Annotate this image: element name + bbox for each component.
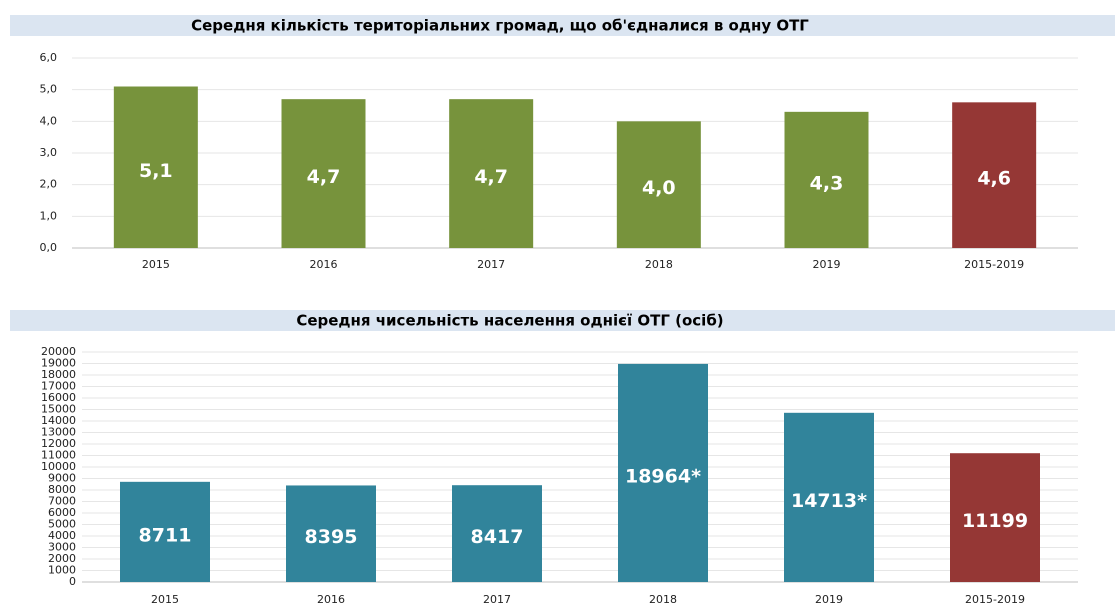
bar	[281, 99, 366, 249]
y-tick-label: 17000	[41, 380, 76, 393]
y-tick-label: 3,0	[40, 146, 58, 159]
bar	[616, 121, 701, 248]
y-tick-label: 9000	[48, 472, 76, 485]
data-label: 8417	[471, 526, 524, 548]
x-tick-label: 2019	[813, 258, 841, 271]
bar	[784, 111, 869, 248]
data-label: 8395	[305, 526, 358, 548]
y-tick-label: 6000	[48, 506, 76, 519]
data-label: 4,3	[810, 172, 844, 194]
x-tick-label: 2017	[483, 593, 511, 606]
bar	[950, 453, 1040, 582]
x-tick-label: 2015	[151, 593, 179, 606]
x-tick-label: 2018	[645, 258, 673, 271]
y-tick-label: 6,0	[40, 51, 58, 64]
y-tick-label: 10000	[41, 460, 76, 473]
y-tick-label: 3000	[48, 541, 76, 554]
title-band	[10, 15, 1115, 36]
bar	[952, 102, 1037, 248]
y-tick-label: 2,0	[40, 178, 58, 191]
data-label: 4,0	[642, 177, 676, 199]
x-tick-label: 2015-2019	[965, 593, 1025, 606]
x-tick-label: 2015-2019	[964, 258, 1024, 271]
x-tick-label: 2018	[649, 593, 677, 606]
data-label: 4,7	[474, 166, 508, 188]
data-label: 11199	[962, 510, 1028, 532]
bar	[113, 86, 198, 248]
bar	[449, 99, 534, 249]
bar	[784, 412, 874, 582]
title-band	[10, 310, 1115, 331]
y-tick-label: 16000	[41, 391, 76, 404]
x-tick-label: 2019	[815, 593, 843, 606]
chart-title: Середня чисельність населення однієї ОТГ…	[296, 312, 723, 330]
y-tick-label: 19000	[41, 357, 76, 370]
y-tick-label: 1000	[48, 564, 76, 577]
y-tick-label: 4,0	[40, 114, 58, 127]
bar	[452, 485, 542, 582]
y-tick-label: 7000	[48, 495, 76, 508]
y-tick-label: 20000	[41, 345, 76, 358]
data-label: 8711	[139, 524, 192, 546]
y-tick-label: 1,0	[40, 209, 58, 222]
data-label: 5,1	[139, 160, 173, 182]
x-tick-label: 2015	[142, 258, 170, 271]
y-tick-label: 5000	[48, 518, 76, 531]
y-tick-label: 0	[69, 575, 76, 588]
data-label: 14713*	[791, 490, 867, 512]
data-label: 4,6	[977, 168, 1011, 190]
y-tick-label: 14000	[41, 414, 76, 427]
y-tick-label: 2000	[48, 552, 76, 565]
data-label: 18964*	[625, 465, 701, 487]
y-tick-label: 0,0	[40, 241, 58, 254]
y-tick-label: 8000	[48, 483, 76, 496]
y-tick-label: 5,0	[40, 83, 58, 96]
bar	[120, 481, 210, 582]
y-tick-label: 4000	[48, 529, 76, 542]
x-tick-label: 2017	[477, 258, 505, 271]
x-tick-label: 2016	[310, 258, 338, 271]
data-label: 4,7	[307, 166, 341, 188]
y-tick-label: 12000	[41, 437, 76, 450]
chart-title: Середня кількість територіальних громад,…	[191, 17, 809, 35]
y-tick-label: 15000	[41, 403, 76, 416]
y-tick-label: 13000	[41, 426, 76, 439]
y-tick-label: 18000	[41, 368, 76, 381]
bar	[618, 363, 708, 582]
bar	[286, 485, 376, 582]
x-tick-label: 2016	[317, 593, 345, 606]
y-tick-label: 11000	[41, 449, 76, 462]
